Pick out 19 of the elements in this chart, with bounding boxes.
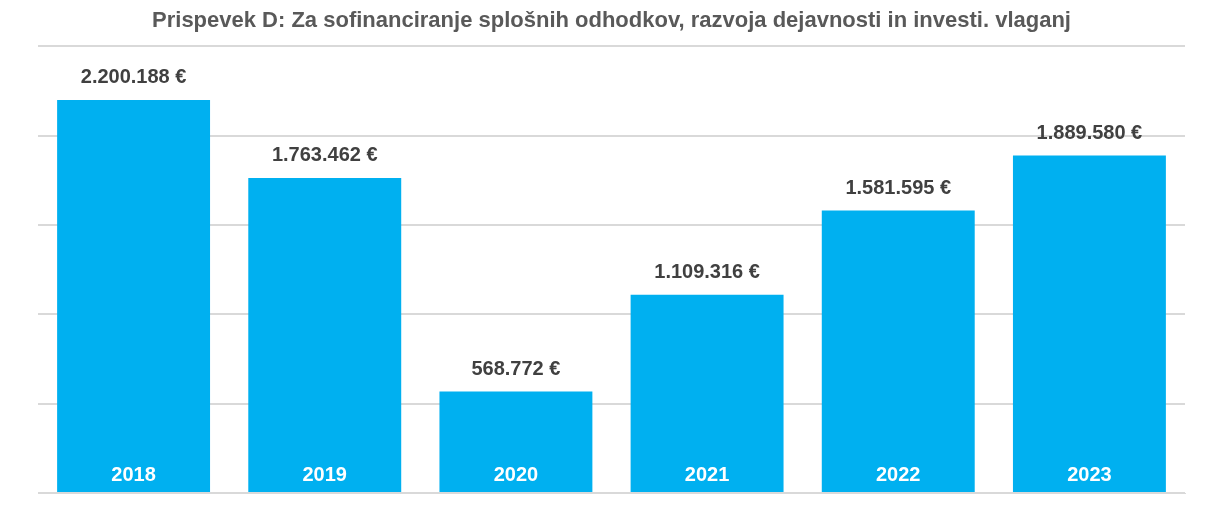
data-label: 1.763.462 €	[271, 143, 378, 166]
bar	[1012, 155, 1166, 492]
bar	[821, 210, 975, 492]
data-label: 2.200.188 €	[80, 65, 187, 88]
data-label: 1.581.595 €	[845, 175, 952, 198]
x-tick-label: 2023	[1067, 462, 1112, 485]
bar	[630, 294, 784, 492]
x-tick-label: 2018	[111, 462, 156, 485]
bar	[57, 99, 211, 492]
x-tick-label: 2021	[684, 462, 730, 485]
data-label: 1.889.580 €	[1036, 120, 1143, 143]
x-tick-label: 2019	[302, 462, 347, 485]
bar	[439, 391, 593, 492]
bar	[248, 177, 402, 492]
x-tick-label: 2020	[493, 462, 539, 485]
data-label: 1.109.316 €	[654, 260, 760, 283]
x-tick-label: 2022	[876, 462, 921, 485]
data-label: 568.772 €	[471, 356, 561, 379]
chart-title: Prispevek D: Za sofinanciranje splošnih odhodkov, razvoja dejavnosti in investi. vlaganj	[152, 7, 1071, 33]
